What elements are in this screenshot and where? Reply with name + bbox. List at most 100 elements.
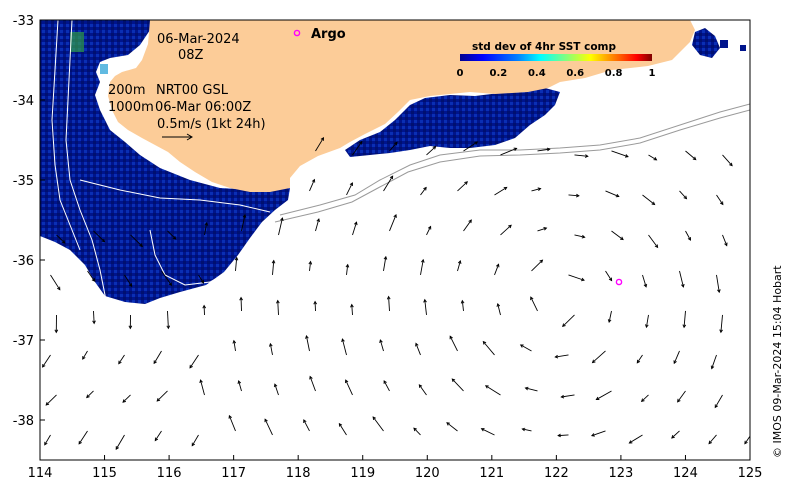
current-vector	[449, 336, 458, 352]
current-vector	[592, 350, 606, 363]
current-vector	[754, 191, 762, 204]
current-vector-head	[200, 279, 205, 284]
current-vector-head	[199, 379, 203, 384]
current-vector-head	[513, 147, 518, 151]
current-vector-head	[56, 286, 61, 291]
current-vector	[641, 394, 649, 402]
current-vector-head	[755, 397, 758, 400]
current-vector-head	[681, 283, 685, 288]
current-vector	[751, 351, 753, 360]
current-vector	[568, 194, 579, 197]
current-vector-head	[682, 324, 687, 329]
current-vector-head	[128, 283, 133, 288]
current-vector	[500, 147, 517, 156]
current-vector	[744, 435, 750, 444]
x-tick-label: 121	[479, 466, 504, 481]
current-vector-head	[724, 242, 728, 247]
current-vector	[711, 354, 717, 369]
current-vector-head	[264, 418, 268, 423]
current-vector-head	[624, 154, 629, 158]
current-vector-head	[189, 364, 193, 369]
current-vector	[482, 341, 495, 356]
current-vector	[685, 230, 691, 241]
current-vector-head	[708, 440, 713, 445]
y-tick-label: -33	[13, 14, 34, 29]
current-vector	[233, 340, 236, 352]
current-vector-head	[519, 344, 524, 348]
current-vector-head	[719, 329, 723, 334]
current-vector	[86, 390, 94, 398]
current-vector	[418, 384, 427, 396]
y-tick-label: -37	[13, 334, 34, 349]
current-vector-head	[91, 278, 96, 282]
contour-depth-1000: 1000m	[108, 100, 154, 115]
current-vector-head	[234, 256, 239, 261]
current-vector-head	[309, 375, 313, 380]
scale-arrow	[162, 133, 193, 141]
argo-legend-marker	[293, 29, 301, 37]
current-vector	[413, 427, 421, 436]
current-vector	[191, 434, 199, 446]
current-vector	[426, 226, 432, 236]
current-vector-head	[758, 321, 761, 324]
current-vector-head	[341, 338, 345, 343]
current-vector-head	[423, 298, 427, 303]
current-vector-head	[349, 182, 354, 186]
current-vector-head	[92, 320, 96, 325]
current-vector-head	[232, 339, 237, 344]
current-vector	[167, 310, 169, 329]
x-tick-label: 122	[544, 466, 569, 481]
current-vector	[685, 150, 697, 160]
current-vector	[274, 384, 279, 396]
current-vector	[677, 390, 686, 403]
current-vector	[45, 394, 57, 406]
current-vector	[531, 259, 543, 272]
current-vector-head	[460, 299, 465, 304]
current-vector	[596, 390, 612, 400]
current-vector-head	[415, 342, 419, 347]
y-axis: -33 -34 -35 -36 -37 -38	[13, 14, 45, 429]
current-vector	[494, 264, 499, 276]
current-vector-head	[484, 385, 489, 389]
current-vector-head	[546, 147, 551, 152]
current-vector	[346, 182, 353, 196]
current-vector-head	[122, 399, 127, 403]
y-tick-label: -35	[13, 174, 34, 189]
current-vector	[238, 380, 242, 392]
current-vector-head	[42, 363, 46, 368]
current-vector	[235, 257, 238, 272]
current-vector	[272, 260, 275, 276]
current-vector-head	[651, 201, 656, 206]
current-vector	[82, 350, 88, 360]
current-vector	[303, 419, 310, 432]
current-vector	[50, 274, 61, 290]
current-vector	[608, 310, 612, 323]
current-vector	[446, 422, 458, 432]
current-vector-head	[744, 440, 748, 445]
current-vector-head	[389, 175, 394, 180]
current-vector-head	[636, 359, 641, 364]
current-vector-head	[172, 235, 177, 240]
current-vector	[389, 214, 397, 232]
current-vector	[645, 314, 649, 328]
current-vector-head	[717, 289, 721, 294]
current-vector-head	[590, 433, 595, 437]
current-vector-head	[418, 384, 423, 388]
current-vector-head	[379, 339, 383, 344]
current-vector-head	[115, 446, 119, 450]
current-vector	[161, 270, 172, 286]
x-tick-label: 115	[92, 466, 117, 481]
current-vector-head	[393, 213, 397, 218]
current-vector	[115, 434, 125, 450]
current-vector-head	[82, 356, 86, 360]
current-vector	[605, 270, 613, 281]
current-vector-head	[539, 259, 544, 264]
current-vector	[648, 154, 657, 161]
current-vector	[679, 190, 687, 199]
current-vector-head	[645, 324, 649, 329]
current-vector-head	[729, 162, 733, 167]
current-vector-head	[560, 394, 565, 399]
current-vector	[629, 434, 643, 444]
x-tick-label: 116	[157, 466, 182, 481]
current-vector-head	[457, 260, 462, 264]
